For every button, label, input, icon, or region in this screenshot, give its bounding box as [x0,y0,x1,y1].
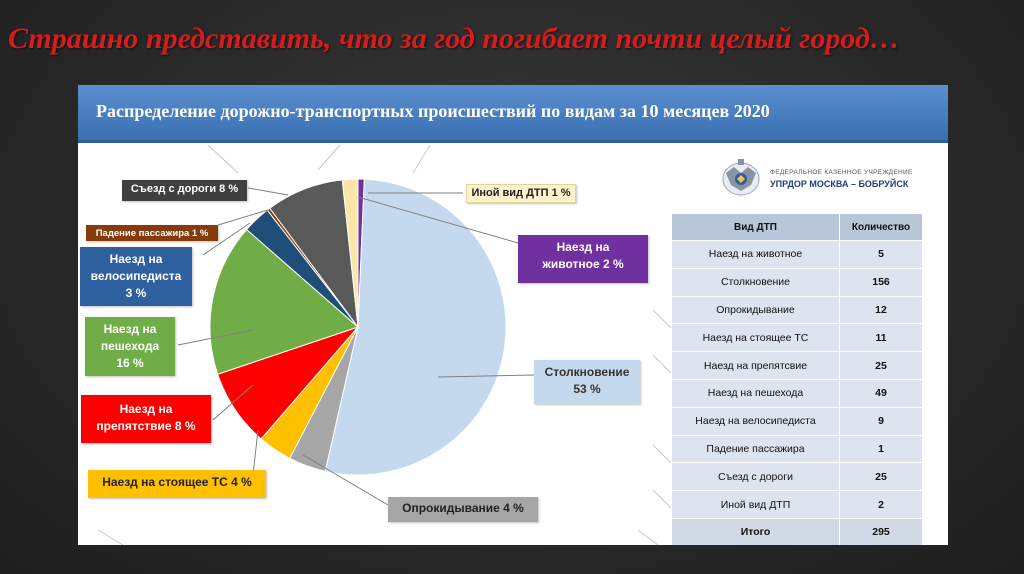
label-oprokidyvanie: Опрокидывание 4 % [388,497,538,522]
table-cell-count: 25 [839,351,923,380]
table-row: Наезд на велосипедиста 9 [671,406,923,436]
table-row: Наезд на препятсвие 25 [671,351,923,380]
table-cell-type: Наезд на пешехода [671,378,840,408]
label-padenie: Падение пассажира 1 % [86,225,218,241]
table-cell-type: Опрокидывание [671,295,840,325]
table-header-count: Количество [839,213,923,241]
chart-title: Распределение дорожно-транспортных проис… [96,101,770,121]
table-cell-type: Наезд на стоящее ТС [671,323,840,353]
pie-slice [324,178,507,476]
label-stolknovenie: Столкновение 53 % [534,360,640,404]
table-cell-type: Наезд на животное [671,240,840,269]
table-total-row: Итого 295 [671,517,923,545]
table-cell-count: 2 [839,490,923,519]
table-total-label: Итого [671,517,840,545]
org-line1: ФЕДЕРАЛЬНОЕ КАЗЕННОЕ УЧРЕЖДЕНИЕ [770,169,913,176]
pie-slice [209,228,359,375]
label-stolknovenie-line2: 53 % [573,382,601,396]
table-cell-type: Наезд на велосипедиста [671,406,840,436]
decor-lines [97,144,674,545]
label-velosiped-line1: Наезд на [109,252,163,266]
leader-lines [177,187,535,506]
table-row: Наезд на стоящее ТС 11 [671,323,923,353]
table-cell-count: 25 [839,462,923,492]
table-cell-count: 11 [839,323,923,353]
label-zhivotnoe-line1: Наезд на [556,240,610,254]
label-peshekhod-line3: 16 % [116,356,144,370]
table-row: Наезд на пешехода 49 [671,378,923,408]
label-stolknovenie-line1: Столкновение [544,365,630,379]
label-stoyashchee: Наезд на стоящее ТС 4 % [88,470,266,498]
table-cell-count: 49 [839,378,923,408]
table-cell-type: Падение пассажира [671,434,840,464]
label-peshekhod-line1: Наезд на [103,322,157,336]
accident-table: Вид ДТП Количество Наезд на животное 5 Сто… [671,213,923,545]
table-row: Съезд с дороги 25 [671,462,923,492]
table-cell-count: 5 [839,240,923,269]
label-velosiped-line2: велосипедиста [90,269,182,283]
table-row: Падение пассажира 1 [671,434,923,464]
org-line2: УПРДОР МОСКВА – БОБРУЙСК [770,179,909,189]
label-zhivotnoe: Наезд на животное 2 % [518,235,648,283]
label-prepyatstvie-line2: препятствие 8 % [96,419,196,433]
label-velosiped-line3: 3 % [125,286,147,300]
table-total-value: 295 [839,517,923,545]
table-header-type: Вид ДТП [671,213,840,241]
table-cell-count: 1 [839,434,923,464]
label-inoy: Иной вид ДТП 1 % [466,184,576,203]
table-cell-count: 12 [839,295,923,325]
label-prepyatstvie: Наезд на препятствие 8 % [81,395,211,443]
table-header-row: Вид ДТП Количество [671,213,923,241]
chart-banner: Распределение дорожно-транспортных проис… [78,85,948,143]
org-logo: ФЕДЕРАЛЬНОЕ КАЗЕННОЕ УЧРЕЖДЕНИЕ УПРДОР М… [718,155,938,200]
table-cell-count: 156 [839,267,923,297]
label-peshekhod-line2: пешехода [100,339,160,353]
table-cell-type: Наезд на препятсвие [671,351,840,380]
slide-card: Распределение дорожно-транспортных проис… [78,85,948,545]
table-row: Опрокидывание 12 [671,295,923,325]
slide-headline: Страшно представить, что за год погибает… [8,22,900,55]
pie-slice [341,178,359,328]
label-zhivotnoe-line2: животное 2 % [542,257,624,271]
label-velosiped: Наезд на велосипедиста 3 % [80,247,192,306]
table-cell-type: Съезд с дороги [671,462,840,492]
label-peshekhod: Наезд на пешехода 16 % [85,317,175,376]
table-cell-type: Столкновение [671,267,840,297]
eagle-emblem-icon [722,159,760,196]
table-cell-count: 9 [839,406,923,436]
label-siezd: Съезд с дороги 8 % [122,180,247,201]
table-row: Иной вид ДТП 2 [671,490,923,519]
table-row: Столкновение 156 [671,267,923,297]
label-prepyatstvie-line1: Наезд на [119,402,173,416]
table-cell-type: Иной вид ДТП [671,490,840,519]
table-row: Наезд на животное 5 [671,240,923,269]
pie-chart [97,144,674,545]
